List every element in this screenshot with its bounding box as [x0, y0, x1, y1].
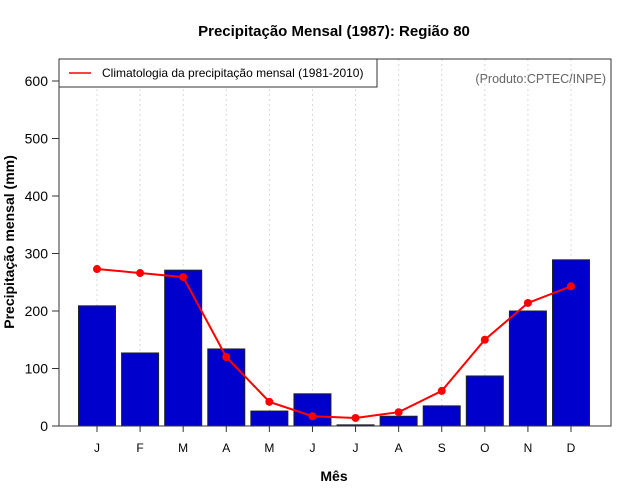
bar-7	[379, 415, 418, 427]
x-tick-label: A	[222, 441, 230, 455]
bar-9	[465, 375, 504, 427]
climatology-point-5	[308, 412, 317, 421]
climatology-point-3	[222, 353, 231, 361]
bar-2	[164, 269, 203, 427]
bar-0	[78, 305, 116, 427]
x-tick-label: J	[94, 441, 100, 455]
x-tick-label: J	[309, 441, 315, 455]
y-tick-label: 600	[25, 73, 49, 89]
bars	[78, 259, 590, 427]
y-tick-label: 0	[40, 418, 48, 434]
climatology-point-6	[351, 413, 360, 422]
climatology-point-7	[394, 408, 403, 417]
x-tick-label: O	[480, 441, 489, 455]
legend-box	[58, 58, 378, 88]
x-axis-label: Mês	[320, 468, 347, 484]
climatology-point-8	[437, 386, 446, 395]
climatology-point-2	[179, 273, 188, 282]
climatology-line	[93, 265, 575, 422]
x-tick-label: M	[178, 441, 188, 455]
credit-annotation: (Produto:CPTEC/INPE)	[475, 72, 606, 86]
x-tick-label: M	[264, 441, 274, 455]
y-tick-label: 300	[25, 246, 49, 262]
y-tick-label: 200	[25, 303, 49, 319]
legend-label: Climatologia da precipitação mensal (198…	[102, 66, 363, 80]
bar-8	[422, 405, 461, 427]
climatology-point-10	[523, 298, 532, 307]
bar-10	[508, 310, 547, 427]
bar-3	[207, 348, 246, 427]
climatology-point-4	[265, 397, 274, 406]
y-axis-label: Precipitação mensal (mm)	[1, 155, 17, 329]
legend: Climatologia da precipitação mensal (198…	[58, 58, 378, 88]
bar-1	[121, 352, 160, 427]
y-tick-label: 500	[25, 131, 49, 147]
climatology-point-0	[93, 265, 101, 274]
x-tick-label: J	[353, 441, 359, 455]
climatology-point-11	[567, 282, 575, 291]
x-tick-label: F	[136, 441, 143, 455]
x-tick-label: A	[395, 441, 403, 455]
chart-title: Precipitação Mensal (1987): Região 80	[198, 23, 470, 40]
bar-4	[250, 410, 289, 427]
y-tick-label: 400	[25, 188, 49, 204]
climatology-point-1	[136, 269, 145, 278]
y-tick-label: 100	[25, 361, 49, 377]
climatology-polyline	[96, 268, 572, 419]
bar-5	[293, 393, 332, 427]
x-tick-label: D	[567, 441, 576, 455]
climatology-point-9	[480, 335, 489, 344]
x-tick-label: S	[438, 441, 446, 455]
x-tick-label: N	[524, 441, 533, 455]
y-axis: 0 100 200 300 400 500 600	[25, 73, 59, 434]
